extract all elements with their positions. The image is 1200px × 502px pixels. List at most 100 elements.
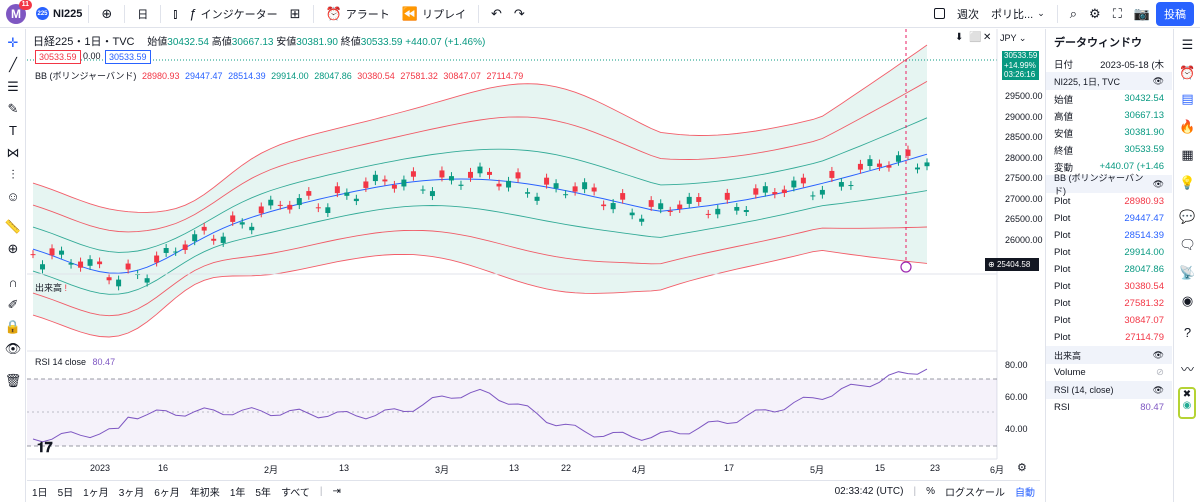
weekly-button[interactable]: 週次 (957, 8, 980, 21)
range-all[interactable]: すべて (280, 488, 310, 499)
calendar-icon[interactable]: ▦ (1181, 147, 1194, 162)
plot-value: 28514.39 (1124, 230, 1164, 241)
x-tick: 13 (509, 463, 520, 473)
settings-button[interactable]: ⚙ (1083, 0, 1107, 28)
trading-panel-icon[interactable]: 〰 (1180, 362, 1194, 377)
pattern-icon[interactable]: ⋈ (6, 145, 20, 160)
extension-icon[interactable]: ◉ (1182, 400, 1192, 411)
range-6m[interactable]: 6ヶ月 (154, 488, 180, 499)
lock-icon[interactable]: 🔒 (4, 319, 22, 334)
range-5y[interactable]: 5年 (255, 488, 271, 499)
chart-canvas[interactable] (27, 29, 1040, 480)
percent-scale-toggle[interactable]: % (926, 486, 935, 497)
log-scale-toggle[interactable]: ログスケール (945, 488, 1005, 499)
close-icon[interactable]: ✖ (1182, 389, 1192, 400)
range-3m[interactable]: 3ヶ月 (118, 488, 145, 499)
zoom-in-icon[interactable]: ⊕ (7, 241, 19, 256)
user-avatar[interactable]: M 11 (6, 0, 32, 24)
plot-value: 27114.79 (1125, 332, 1164, 343)
streams-icon[interactable]: ◉ (1181, 293, 1194, 308)
chart-area[interactable]: 日経225・1日・TVC 始値30432.54 高値30667.13 安値303… (27, 29, 1043, 502)
templates-button[interactable]: ⊞ (284, 0, 307, 28)
fullscreen-button[interactable]: ⛶ (1107, 0, 1128, 28)
y-tick: 28000.00 (1005, 153, 1043, 163)
candle-body (467, 171, 473, 178)
alarm-clock-icon: ⏰ (325, 5, 342, 21)
x-tick: 17 (724, 463, 735, 473)
candle-body (772, 192, 778, 195)
watchlist-icon[interactable]: ☰ (1181, 37, 1194, 52)
range-1m[interactable]: 1ヶ月 (83, 488, 109, 499)
maximize-pane-icon[interactable]: ⬜ (969, 32, 982, 43)
auto-scale-toggle[interactable]: 自動 (1015, 488, 1035, 499)
help-icon[interactable]: ? (1183, 325, 1192, 340)
prediction-icon[interactable]: ⫶ (11, 167, 15, 182)
scroll-down-icon[interactable]: ⬇ (955, 32, 964, 43)
eye-icon[interactable]: 👁 (1152, 178, 1164, 189)
snapshot-button[interactable]: 📷 (1128, 0, 1156, 28)
y-tick: 26500.00 (1005, 214, 1043, 224)
broadcast-icon[interactable]: 📡 (1179, 265, 1196, 280)
candle-body (477, 166, 483, 174)
crosshair-icon[interactable]: ✛ (7, 35, 19, 50)
bb-plot-row: Plot 28047.86 (1046, 261, 1172, 278)
trash-icon[interactable]: 🗑 (4, 373, 22, 388)
magnet-icon[interactable]: ∩ (8, 275, 18, 290)
data-row: 終値 30533.59 (1054, 144, 1164, 157)
candle-body (458, 184, 464, 186)
alert-button[interactable]: ⏰ アラート (325, 5, 390, 21)
axis-settings-gear-icon[interactable]: ⚙ (1017, 462, 1027, 474)
top-toolbar: M 11 225 NI225 ⊕ 日 ⫾ ƒ インジケーター ⊞ ⏰ アラート ⏪ リ… (0, 0, 1200, 28)
chart-type-button[interactable]: ⫾ (167, 0, 183, 28)
plot-value: 29914.00 (1124, 247, 1164, 258)
layout-name-dropdown[interactable]: ポリ比... ⌄ (991, 8, 1045, 21)
search-button[interactable]: ⌕ (1064, 0, 1083, 28)
candle-body (211, 238, 217, 241)
replay-button[interactable]: ⏪ リプレイ (401, 5, 466, 21)
candle-body (173, 251, 179, 253)
hotlist-icon[interactable]: 🔥 (1179, 119, 1196, 134)
plot-label: Plot (1054, 247, 1071, 258)
undo-button[interactable]: ↶ (485, 0, 508, 28)
range-1d[interactable]: 1日 (32, 488, 48, 499)
x-tick: 22 (561, 463, 572, 473)
bb-plot-row: Plot 27114.79 (1046, 329, 1172, 346)
indicators-button[interactable]: ƒ インジケーター (189, 6, 278, 21)
currency-selector[interactable]: JPY ⌄ (1000, 33, 1027, 43)
stay-drawing-icon[interactable]: ✐ (7, 297, 19, 312)
post-button[interactable]: 投稿 (1156, 1, 1194, 26)
rsi-tick: 60.00 (1005, 392, 1028, 402)
redo-button[interactable]: ↷ (508, 0, 531, 28)
alerts-icon[interactable]: ⏰ (1179, 65, 1196, 80)
eye-icon[interactable]: 👁 (1152, 349, 1164, 360)
interval-button[interactable]: 日 (137, 8, 149, 21)
eye-icon[interactable]: 👁 (1152, 75, 1164, 86)
ruler-icon[interactable]: 📏 (4, 219, 22, 234)
layout-select[interactable] (928, 8, 951, 19)
text-icon[interactable]: T (9, 123, 17, 138)
bid-price-box[interactable]: 30533.59 (35, 50, 81, 64)
symbol-search-button[interactable]: 225 NI225 (36, 7, 82, 20)
eye-icon[interactable]: 👁 (4, 341, 22, 356)
goto-date-icon[interactable]: ⇥ (332, 486, 341, 497)
extension-widget[interactable]: ✖ ◉ (1178, 387, 1196, 419)
range-ytd[interactable]: 年初来 (189, 488, 220, 499)
range-1y[interactable]: 1年 (229, 488, 246, 499)
chat-icon[interactable]: 💬 (1179, 209, 1196, 224)
compare-button[interactable]: ⊕ (95, 0, 118, 28)
range-5d[interactable]: 5日 (57, 488, 74, 499)
utc-clock[interactable]: 02:33:42 (UTC) (834, 486, 904, 497)
candle-body (515, 172, 521, 179)
candle-body (791, 180, 797, 188)
fib-lines-icon[interactable]: ☰ (7, 79, 19, 94)
data-window-icon[interactable]: ▤ (1181, 91, 1194, 106)
trend-line-icon[interactable]: ╱ (9, 57, 17, 72)
emoji-icon[interactable]: ☺ (6, 189, 20, 204)
close-pane-icon[interactable]: ✕ (983, 32, 992, 43)
ask-price-box[interactable]: 30533.59 (105, 50, 151, 64)
messages-icon[interactable]: 🗨 (1179, 237, 1196, 252)
candle-body (534, 196, 540, 201)
eye-icon[interactable]: 👁 (1152, 384, 1164, 395)
brush-icon[interactable]: ✎ (7, 101, 19, 116)
ideas-icon[interactable]: 💡 (1179, 175, 1196, 190)
